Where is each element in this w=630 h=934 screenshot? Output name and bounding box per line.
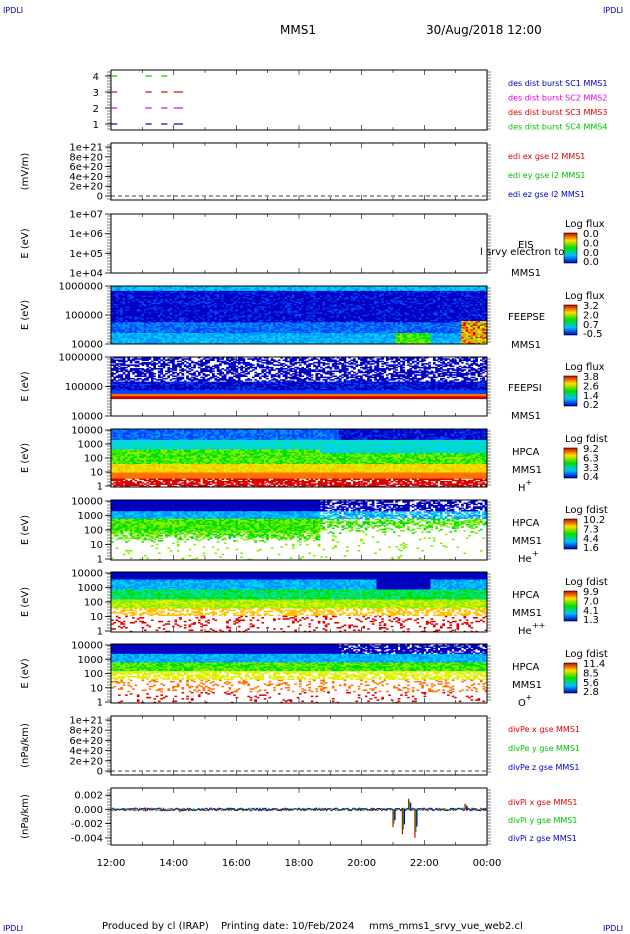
edi-legend-entry: edi ez gse l2 MMS1	[508, 190, 585, 199]
eis-ylabel: E (eV)	[20, 228, 31, 258]
eis-ytick-label: 1e+05	[69, 249, 103, 260]
eis-ytick-label: 1e+07	[69, 210, 103, 221]
burst-frame	[111, 70, 487, 130]
panel-burst: 1 2 3 4 des dist burst SC1 MMS1 des dist burs…	[93, 70, 608, 132]
edi-frame	[111, 143, 487, 200]
burst-ytick-label: 2	[93, 104, 99, 115]
burst-ytick-label: 4	[93, 72, 99, 83]
burst-legend-entry: des dist burst SC4 MMS4	[508, 123, 607, 132]
eis-colorbar-label: 0.0	[583, 257, 599, 268]
eis-frame	[111, 214, 487, 273]
edi-legend-entry: edi ey gse l2 MMS1	[508, 171, 586, 180]
burst-ytick-label: 1	[93, 120, 99, 131]
mms-summary-plot: IPDLI IPDLI MMS1 30/Aug/2018 12:00 1 2 3 4 d…	[0, 0, 630, 934]
eis-colorbar	[564, 233, 577, 263]
corner-label-top-left: IPDLI	[3, 6, 23, 15]
eis-ytick-label: 1e+06	[69, 229, 103, 240]
burst-legend-entry: des dist burst SC1 MMS1	[508, 79, 607, 88]
edi-legend-entry: edi ex gse l2 MMS1	[508, 152, 585, 161]
panels-group: 1 2 3 4 des dist burst SC1 MMS1 des dist burs…	[20, 70, 608, 869]
edi-ylabel: (mV/m)	[20, 153, 31, 191]
edi-ytick-label: 0	[97, 192, 103, 203]
burst-ytick-label: 3	[93, 88, 99, 99]
burst-legend-entry: des dist burst SC3 MMS3	[508, 108, 607, 117]
corner-label-top-right: IPDLI	[603, 6, 623, 15]
datetime-title: 30/Aug/2018 12:00	[426, 23, 542, 37]
eis-overlay-text: l srvy electron to	[480, 247, 564, 258]
eis-spacecraft-name: MMS1	[511, 268, 541, 279]
burst-legend-entry: des dist burst SC2 MMS2	[508, 94, 607, 103]
spacecraft-title: MMS1	[280, 23, 316, 37]
eis-ytick-label: 1e+04	[69, 269, 103, 280]
